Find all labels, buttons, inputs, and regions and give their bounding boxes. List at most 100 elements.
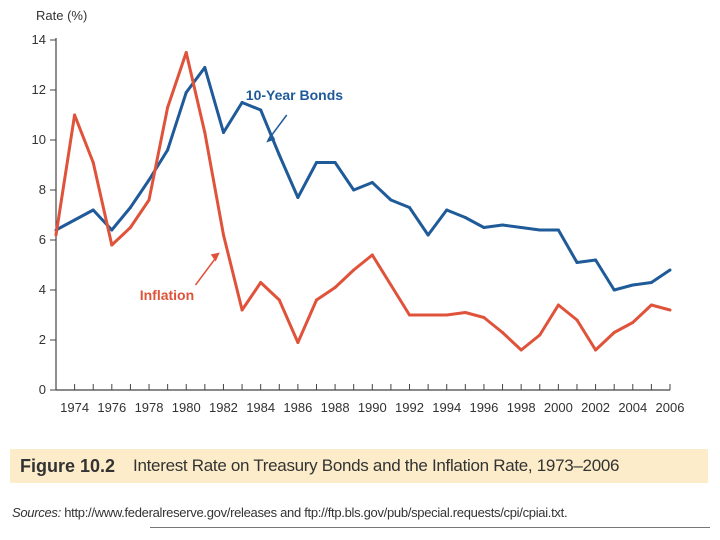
data-point	[128, 206, 132, 209]
data-point	[203, 66, 207, 69]
data-point	[668, 268, 672, 272]
data-point	[91, 208, 95, 212]
data-point	[482, 316, 486, 319]
data-point	[631, 321, 635, 324]
bonds-series-line	[55, 66, 671, 292]
inflation-series-label: Inflation	[140, 287, 194, 303]
data-point	[184, 91, 188, 94]
data-point	[649, 281, 653, 284]
data-point	[296, 341, 300, 344]
data-point	[333, 161, 337, 164]
data-point	[54, 233, 58, 237]
x-tick-label: 1998	[507, 400, 536, 415]
data-point	[128, 226, 132, 229]
x-tick-label: 1980	[172, 400, 201, 415]
x-tick-label: 1984	[246, 400, 275, 415]
y-tick-label: 4	[39, 282, 46, 297]
data-point	[556, 303, 560, 307]
series-lines	[54, 51, 672, 352]
y-tick-label: 12	[32, 82, 46, 97]
x-tick-label: 1986	[283, 400, 312, 415]
data-point	[408, 313, 412, 317]
figure-caption-bar: Figure 10.2 Interest Rate on Treasury Bo…	[10, 449, 708, 483]
data-point	[296, 196, 300, 199]
data-point	[221, 131, 225, 134]
data-point	[221, 233, 225, 237]
y-axis-title: Rate (%)	[36, 8, 87, 23]
data-point	[426, 233, 430, 237]
axes	[55, 38, 670, 391]
inflation-pointer-arrowhead	[210, 252, 220, 262]
data-point	[556, 228, 560, 232]
y-tick-label: 6	[39, 232, 46, 247]
line-chart: Rate (%) 0 2 4 6 8 10 12 14 1974 1976 1978 1980 198…	[32, 8, 685, 415]
data-point	[110, 243, 114, 247]
x-tick-label: 1992	[395, 400, 424, 415]
data-point	[277, 153, 281, 157]
data-point	[445, 313, 449, 317]
bonds-points	[54, 66, 672, 292]
data-point	[501, 331, 505, 334]
x-tick-label: 1994	[432, 400, 461, 415]
x-tick-label: 2002	[581, 400, 610, 415]
data-point	[203, 131, 207, 134]
data-point	[612, 331, 616, 334]
figure-title: Interest Rate on Treasury Bonds and the …	[133, 456, 620, 475]
x-tick-label: 1990	[358, 400, 387, 415]
data-point	[389, 283, 393, 287]
y-tick-label: 14	[32, 32, 46, 47]
data-point	[259, 281, 263, 284]
data-point	[445, 208, 449, 212]
annotations: 10-Year Bonds Inflation	[140, 87, 344, 303]
data-point	[240, 308, 244, 312]
data-point	[575, 261, 579, 264]
x-tick-label: 1982	[209, 400, 238, 415]
data-point	[649, 303, 653, 307]
data-point	[612, 288, 616, 292]
data-point	[463, 216, 467, 219]
data-point	[408, 206, 412, 209]
data-point	[501, 223, 505, 227]
data-point	[352, 268, 356, 272]
divider-line	[150, 527, 710, 528]
inflation-pointer-line	[194, 257, 217, 286]
data-point	[631, 283, 635, 287]
data-point	[147, 198, 151, 202]
x-tick-label: 2006	[656, 400, 685, 415]
bonds-pointer-arrowhead	[266, 132, 276, 143]
data-point	[73, 113, 77, 117]
bonds-series-label: 10-Year Bonds	[246, 87, 343, 103]
data-point	[594, 258, 598, 262]
x-tick-label: 1978	[135, 400, 164, 415]
data-point	[110, 228, 114, 232]
x-ticks: 1974 1976 1978 1980 1982 1984 1986 1988 1990 1992…	[55, 384, 685, 415]
data-point	[277, 298, 281, 302]
inflation-series-line	[54, 51, 671, 352]
y-tick-label: 2	[39, 332, 46, 347]
y-ticks: 0 2 4 6 8 10 12 14	[32, 32, 56, 397]
data-point	[166, 106, 170, 109]
data-point	[184, 51, 188, 54]
x-tick-label: 1988	[321, 400, 350, 415]
y-tick-label: 10	[32, 132, 46, 147]
sources-note: Sources: http://www.federalreserve.gov/r…	[12, 505, 568, 520]
data-point	[314, 298, 318, 302]
data-point	[519, 348, 523, 352]
data-point	[370, 253, 374, 257]
x-tick-label: 1974	[60, 400, 89, 415]
data-point	[147, 178, 151, 182]
data-point	[482, 226, 486, 229]
inflation-points	[54, 51, 672, 352]
data-point	[240, 101, 244, 104]
data-point	[594, 348, 598, 352]
x-tick-label: 2004	[618, 400, 647, 415]
data-point	[538, 333, 542, 337]
figure-number: Figure 10.2	[20, 455, 116, 476]
data-point	[314, 161, 318, 164]
data-point	[370, 181, 374, 184]
data-point	[333, 286, 337, 289]
data-point	[91, 161, 95, 164]
data-point	[668, 308, 672, 312]
data-point	[166, 148, 170, 152]
data-point	[538, 228, 542, 232]
